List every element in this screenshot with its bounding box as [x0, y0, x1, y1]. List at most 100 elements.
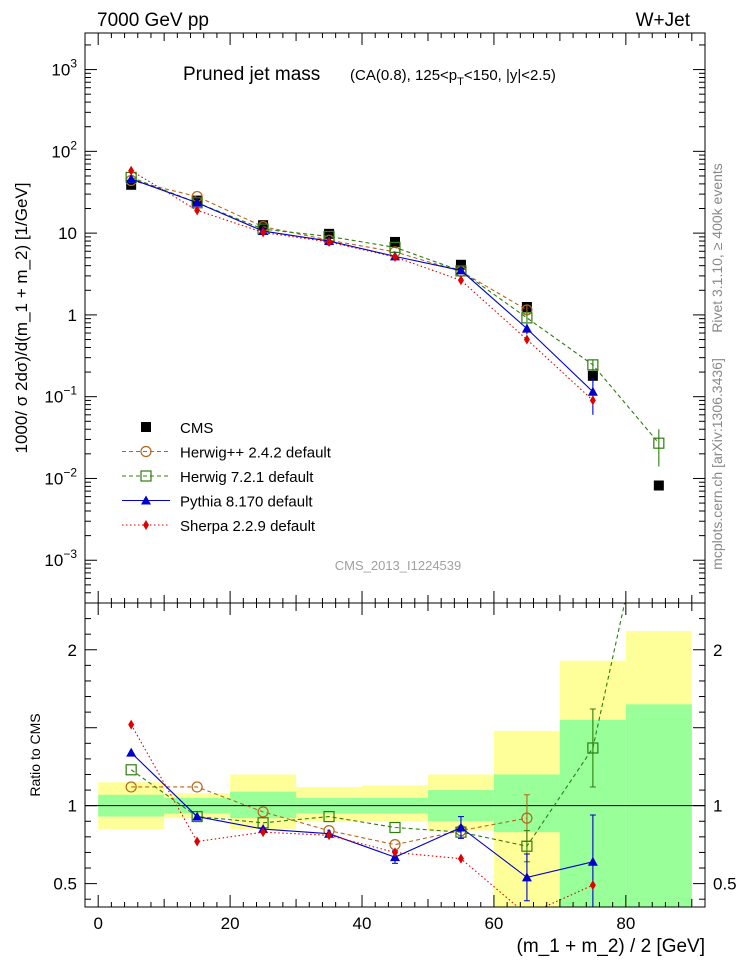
series-line-sherpa: [130, 170, 594, 401]
ratio-y-tick-label-left: 2: [68, 641, 77, 660]
legend-entry-herwigpp: Herwig++ 2.4.2 default: [180, 445, 332, 462]
data-point-pythia: [587, 386, 598, 396]
header-right: W+Jet: [636, 10, 691, 31]
y-tick-label: 1: [68, 306, 77, 325]
legend-entry-pythia: Pythia 8.170 default: [180, 494, 313, 511]
legend-marker-cms: [141, 422, 151, 432]
ratio-point-pythia: [192, 811, 203, 821]
series-line-pythia: [130, 178, 594, 393]
data-point-sherpa: [392, 252, 398, 263]
ratio-content-group: [85, 603, 705, 920]
y-tick-exponent: −1: [63, 384, 77, 398]
ratio-point-pythia: [455, 822, 466, 832]
legend-marker-herwig7: [140, 470, 152, 482]
data-point-sherpa: [523, 334, 530, 345]
y-tick-exponent: 3: [70, 57, 77, 71]
main-y-axis-label: 1000/ σ 2dσ)/d(m_1 + m_2) [1/GeV]: [12, 183, 31, 454]
data-point-pythia: [521, 323, 532, 333]
main-frame: [84, 32, 706, 604]
data-point-cms: [653, 480, 664, 491]
ratio-point-herwig7: [389, 821, 401, 834]
y-tick-label: 102: [51, 138, 77, 161]
side-label-mcplots: mcplots.cern.ch [arXiv:1306.3436]: [709, 358, 725, 570]
y-tick-base: 10: [51, 142, 70, 161]
ratio-y-tick-label-left: 1: [68, 797, 77, 816]
data-point-cms: [587, 370, 598, 381]
ratio-point-pythia: [126, 747, 137, 757]
data-point-sherpa: [589, 395, 596, 406]
data-point-sherpa: [457, 275, 464, 286]
ratio-y-tick-label-left: 0.5: [53, 875, 77, 894]
y-tick-label: 10: [58, 224, 77, 243]
ratio-point-sherpa: [392, 847, 398, 858]
ratio-point-sherpa: [589, 880, 596, 891]
data-point-cms: [258, 220, 269, 231]
data-point-sherpa: [326, 236, 333, 247]
legend-marker-sherpa: [143, 520, 149, 530]
legend-marker-pythia: [141, 495, 151, 505]
ratio-point-sherpa: [326, 830, 333, 841]
data-point-herwig7: [653, 437, 665, 449]
y-tick-exponent: 2: [70, 138, 77, 152]
data-point-herwig7: [587, 359, 599, 371]
legend-marker-herwigpp: [140, 445, 152, 458]
x-tick-label: 0: [93, 914, 102, 933]
series-line-herwig7: [130, 176, 660, 444]
data-point-sherpa: [128, 165, 135, 176]
data-point-cms: [455, 259, 466, 270]
ratio-point-sherpa: [194, 836, 201, 847]
y-tick-label: 10−2: [44, 465, 77, 488]
x-tick-label: 80: [616, 914, 635, 933]
ratio-point-sherpa: [524, 910, 530, 920]
data-point-pythia: [192, 197, 203, 207]
ratio-point-herwig7: [587, 742, 599, 754]
x-tick-label: 40: [353, 914, 372, 933]
ratio-point-herwigpp: [521, 812, 533, 824]
data-point-cms: [126, 179, 137, 190]
y-tick-base: 10: [44, 469, 63, 488]
legend-entry-sherpa: Sherpa 2.2.9 default: [180, 518, 316, 535]
x-tick-label: 20: [221, 914, 240, 933]
ratio-line-herwig7: [130, 603, 626, 847]
data-point-sherpa: [260, 227, 267, 238]
ratio-point-herwig7: [323, 810, 335, 823]
legend-entry-herwig7: Herwig 7.2.1 default: [180, 469, 314, 486]
header-left: 7000 GeV pp: [97, 10, 209, 31]
ratio-line-sherpa: [130, 724, 594, 907]
plot-title: Pruned jet mass: [183, 64, 320, 85]
ratio-point-sherpa: [128, 719, 135, 730]
y-tick-base: 1: [68, 306, 77, 325]
y-tick-label: 10−1: [44, 384, 77, 407]
data-point-pythia: [126, 173, 137, 183]
ratio-y-axis-label: Ratio to CMS: [27, 713, 43, 796]
y-tick-exponent: −3: [63, 547, 77, 561]
data-point-sherpa: [194, 205, 201, 216]
y-tick-label: 10−3: [44, 547, 77, 570]
x-axis-label: (m_1 + m_2) / 2 [GeV]: [517, 936, 706, 957]
x-tick-label: 60: [484, 914, 503, 933]
ratio-point-sherpa: [457, 853, 464, 864]
y-tick-exponent: −2: [63, 465, 77, 479]
ratio-y-tick-label-right: 0.5: [713, 875, 737, 894]
data-point-pythia: [455, 265, 466, 275]
ratio-point-pythia: [587, 856, 598, 866]
legend-entry-cms: CMS: [180, 420, 213, 437]
y-tick-base: 10: [58, 224, 77, 243]
watermark: CMS_2013_I1224539: [335, 558, 462, 573]
ratio-y-tick-label-right: 1: [713, 797, 722, 816]
y-tick-label: 103: [51, 57, 77, 80]
ratio-y-tick-label-right: 2: [713, 641, 722, 660]
ratio-point-herwigpp: [191, 781, 203, 793]
uncertainty-band-inner: [625, 704, 692, 907]
side-label-rivet: Rivet 3.1.10, ≥ 400k events: [709, 163, 725, 333]
ratio-point-pythia: [521, 872, 532, 882]
ratio-point-herwigpp: [257, 806, 269, 818]
plot-subtitle: (CA(0.8), 125<pT<150, |y|<2.5): [350, 67, 556, 88]
y-tick-base: 10: [44, 388, 63, 407]
uncertainty-band-inner: [230, 791, 297, 819]
ratio-point-herwigpp: [125, 781, 137, 793]
data-point-herwig7: [521, 312, 533, 324]
y-tick-base: 10: [51, 61, 70, 80]
data-point-cms: [324, 228, 335, 239]
